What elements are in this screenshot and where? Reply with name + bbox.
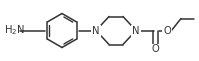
Text: O: O [163, 25, 171, 36]
Text: N: N [132, 25, 140, 36]
Text: O: O [151, 45, 159, 54]
Text: N: N [92, 25, 100, 36]
Text: H$_2$N: H$_2$N [4, 24, 25, 37]
